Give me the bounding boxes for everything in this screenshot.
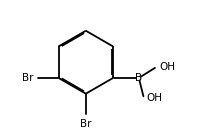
Text: Br: Br bbox=[22, 73, 34, 83]
Text: B: B bbox=[135, 73, 142, 83]
Text: OH: OH bbox=[146, 93, 162, 103]
Text: OH: OH bbox=[159, 62, 175, 72]
Text: Br: Br bbox=[80, 119, 92, 129]
